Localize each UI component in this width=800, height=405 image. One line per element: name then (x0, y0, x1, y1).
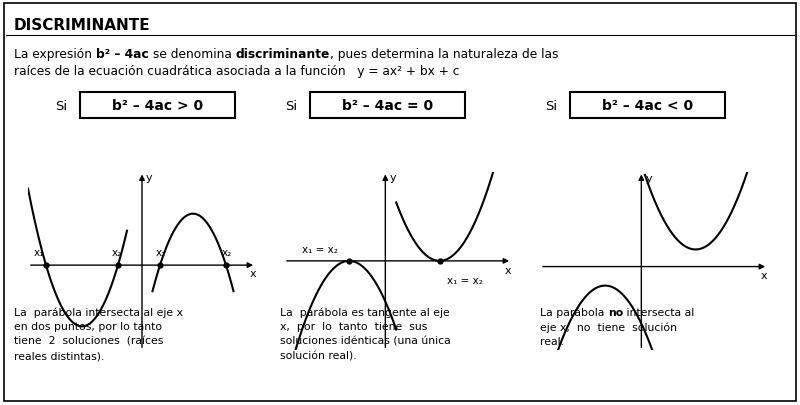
Text: se denomina: se denomina (149, 48, 235, 61)
Text: eje x,  no  tiene  solución: eje x, no tiene solución (540, 322, 677, 332)
Text: soluciones idénticas (una única: soluciones idénticas (una única (280, 336, 450, 346)
Text: y: y (390, 173, 396, 183)
Text: La parábola: La parábola (540, 307, 608, 318)
Text: La  parábola intersecta al eje x: La parábola intersecta al eje x (14, 307, 183, 318)
Text: en dos puntos, por lo tanto: en dos puntos, por lo tanto (14, 322, 162, 332)
Bar (310, 93, 465, 119)
Text: x₁: x₁ (155, 248, 166, 258)
Text: no: no (608, 307, 623, 317)
Text: x₁ = x₂: x₁ = x₂ (447, 275, 482, 286)
Text: b² – 4ac > 0: b² – 4ac > 0 (112, 99, 203, 113)
Text: x₁: x₁ (34, 248, 44, 258)
Text: DISCRIMINANTE: DISCRIMINANTE (14, 18, 150, 33)
Text: b² – 4ac: b² – 4ac (96, 48, 149, 61)
Text: x₂: x₂ (222, 248, 232, 258)
Text: real.: real. (540, 336, 564, 346)
Text: b² – 4ac < 0: b² – 4ac < 0 (602, 99, 693, 113)
Text: reales distintas).: reales distintas). (14, 351, 104, 360)
Text: b² – 4ac = 0: b² – 4ac = 0 (342, 99, 433, 113)
Text: Si: Si (285, 99, 297, 112)
Text: x: x (505, 265, 512, 275)
Bar (80, 93, 235, 119)
Text: tiene  2  soluciones  (raíces: tiene 2 soluciones (raíces (14, 336, 163, 346)
Text: Si: Si (55, 99, 67, 112)
Text: discriminante: discriminante (235, 48, 330, 61)
Text: intersecta al: intersecta al (623, 307, 694, 317)
Text: solución real).: solución real). (280, 351, 357, 360)
Text: La expresión: La expresión (14, 48, 96, 61)
Text: , pues determina la naturaleza de las: , pues determina la naturaleza de las (330, 48, 558, 61)
Text: y: y (646, 174, 652, 184)
Text: x: x (250, 268, 256, 278)
Text: x₂: x₂ (112, 248, 122, 258)
Text: y: y (146, 173, 152, 183)
Text: raíces de la ecuación cuadrática asociada a la función   y = ax² + bx + c: raíces de la ecuación cuadrática asociad… (14, 65, 459, 78)
Bar (570, 93, 725, 119)
Text: x₁ = x₂: x₁ = x₂ (302, 244, 338, 254)
Text: x,  por  lo  tanto  tiene  sus: x, por lo tanto tiene sus (280, 322, 427, 332)
Text: Si: Si (545, 99, 557, 112)
Text: La  parábola es tangente al eje: La parábola es tangente al eje (280, 307, 450, 318)
Text: x: x (761, 270, 768, 280)
